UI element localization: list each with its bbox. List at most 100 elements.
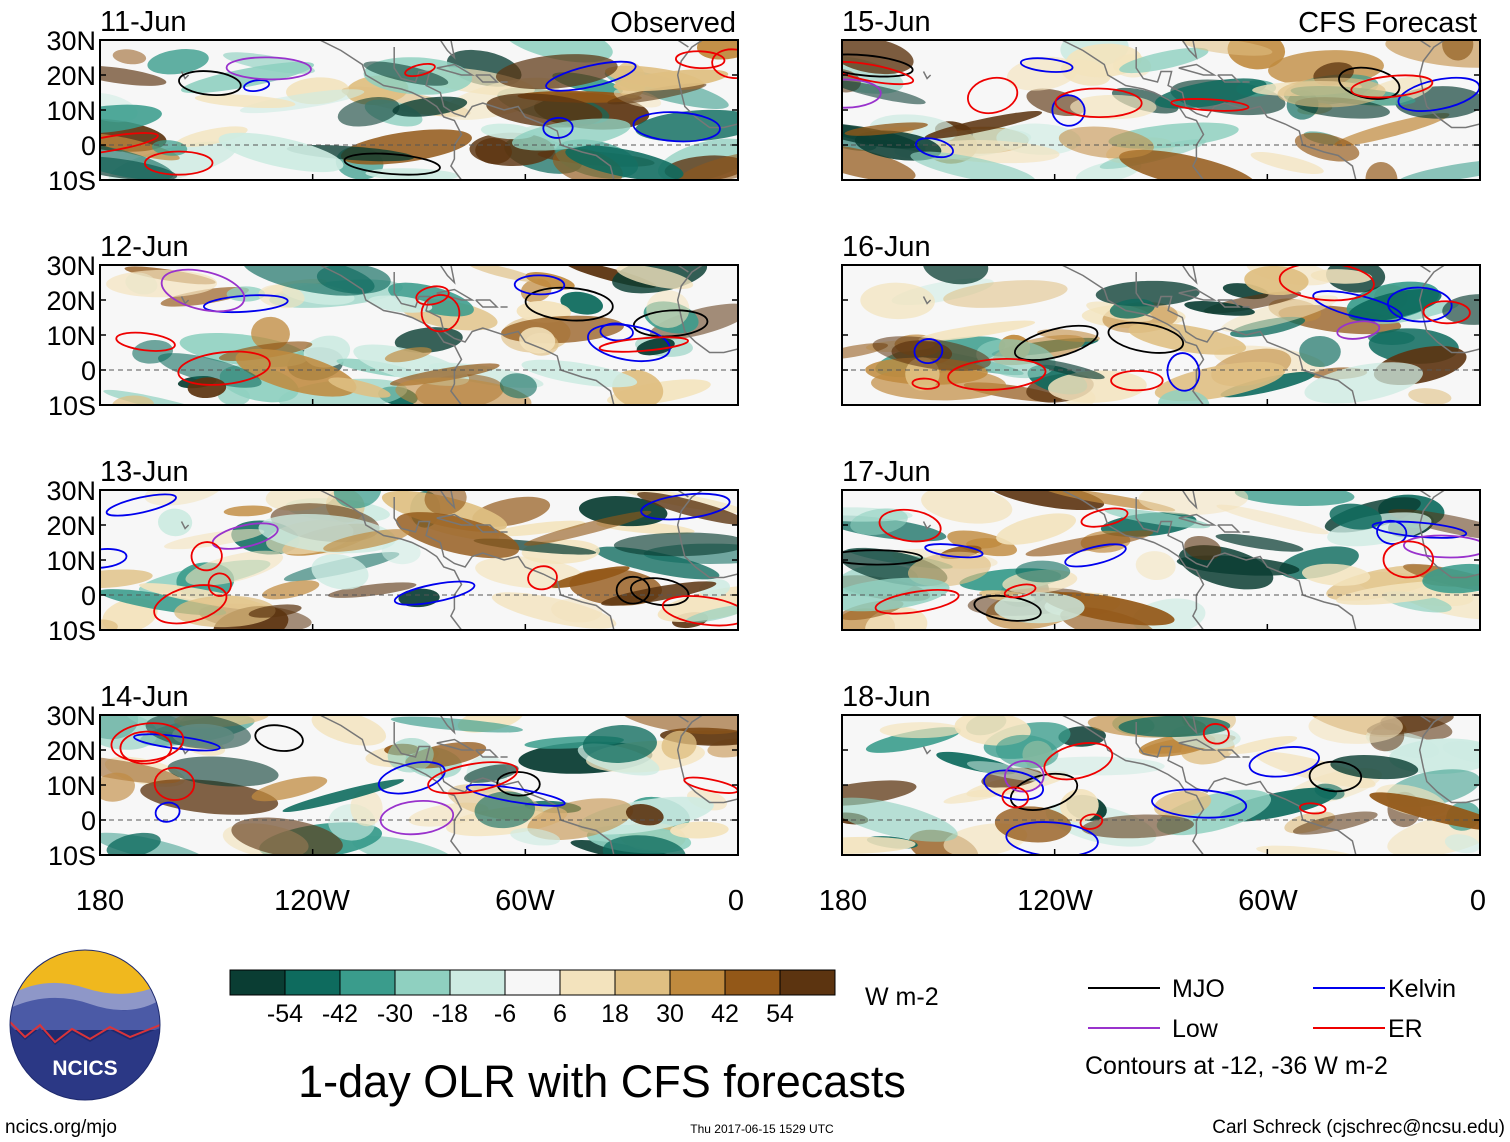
forecast-label: CFS Forecast (1298, 7, 1477, 39)
olr-anomaly (696, 40, 738, 60)
coastline (1181, 40, 1198, 60)
lon-tick-0: 0 (1470, 885, 1486, 917)
olr-anomaly (842, 797, 958, 842)
olr-anomaly (248, 604, 302, 618)
olr-anomaly (147, 49, 209, 75)
colorbar: -54 -42 -30 -18 -6 6 18 30 42 54 (229, 969, 836, 1028)
olr-anomaly (1310, 269, 1373, 284)
coastline (1418, 40, 1480, 129)
coastline (319, 490, 463, 630)
olr-anomaly (100, 756, 181, 784)
er-contour (153, 584, 228, 625)
lon-axis-left: 180 120W 60W 0 (76, 885, 744, 917)
panel-date: 14-Jun (100, 681, 189, 713)
colorbar-tick-label: 6 (553, 1000, 567, 1028)
er-contour (1080, 507, 1129, 528)
lat-tick-label: 30N (46, 701, 96, 731)
timestamp: Thu 2017-06-15 1529 UTC (690, 1122, 834, 1136)
coastline (180, 296, 190, 305)
panel-date: 17-Jun (842, 456, 931, 488)
olr-anomaly (1308, 715, 1403, 744)
er-contour (661, 595, 738, 627)
kelvin-contour (913, 338, 944, 365)
olr-anomaly (1385, 40, 1480, 68)
coastline (1178, 288, 1217, 301)
olr-anomaly (1119, 47, 1209, 74)
kelvin-contour (1387, 286, 1453, 323)
website-link[interactable]: ncics.org/mjo (5, 1117, 117, 1138)
coastline (676, 490, 738, 579)
kelvin-contour (393, 580, 476, 606)
kelvin-contour (587, 323, 671, 363)
colorbar-tick-label: -54 (267, 1000, 303, 1028)
kelvin-contour (632, 111, 721, 143)
coastline (475, 749, 499, 758)
olr-anomaly (316, 265, 391, 294)
kelvin-contour (1166, 352, 1201, 392)
map-panel: 17-Jun (841, 456, 1481, 631)
colorbar-swatch (504, 969, 561, 996)
er-contour (1110, 369, 1164, 392)
er-contour (144, 150, 214, 176)
olr-anomaly (519, 327, 556, 354)
olr-anomaly (1334, 113, 1450, 147)
olr-anomaly (1095, 280, 1200, 307)
colorbar-tick-label: -42 (322, 1000, 358, 1028)
figure-title: 1-day OLR with CFS forecasts (298, 1056, 906, 1107)
lat-tick-label: 30N (46, 26, 96, 56)
kelvin-contour (513, 274, 566, 296)
olr-anomaly (499, 373, 537, 399)
olr-anomaly (1176, 555, 1300, 576)
olr-anomaly (635, 109, 738, 142)
logo-text: NCICS (52, 1057, 117, 1080)
colorbar-swatch (284, 969, 341, 996)
olr-anomaly (879, 722, 962, 739)
olr-anomaly (502, 40, 613, 63)
coastline (1178, 63, 1217, 76)
er-contour (1170, 98, 1250, 112)
olr-anomaly (158, 508, 193, 537)
coastline (439, 40, 456, 60)
olr-anomaly (607, 83, 707, 105)
colorbar-tick-label: 54 (766, 1000, 794, 1028)
mjo-contour (178, 70, 242, 96)
lon-tick-120w: 120W (274, 885, 350, 917)
mjo-contour (842, 53, 914, 78)
low-contour (225, 56, 312, 81)
olr-anomaly (1329, 503, 1382, 530)
map-panel: 16-Jun (841, 231, 1481, 406)
coastline (676, 715, 738, 804)
olr-anomaly (194, 94, 296, 109)
olr-anomaly (842, 577, 950, 612)
olr-anomaly (670, 821, 729, 839)
kelvin-contour (1312, 290, 1403, 323)
olr-anomaly (1070, 94, 1157, 120)
olr-anomaly (395, 377, 532, 405)
coastline (1419, 265, 1431, 273)
panel-date: 18-Jun (842, 681, 931, 713)
olr-anomaly (907, 551, 991, 587)
olr-anomaly (100, 143, 174, 180)
coastline (436, 513, 475, 526)
olr-anomaly (226, 286, 265, 302)
contour-note: Contours at -12, -36 W m-2 (1085, 1052, 1388, 1080)
coastline (1135, 497, 1357, 630)
olr-anomaly (1058, 126, 1154, 159)
er-contour (1382, 540, 1434, 579)
olr-anomaly (1442, 294, 1480, 325)
er-contour (1202, 723, 1230, 745)
olr-anomaly (235, 348, 357, 397)
observed-label: Observed (610, 7, 736, 39)
olr-anomaly (251, 316, 290, 351)
er-contour (967, 76, 1019, 115)
lat-tick-label: 10S (48, 616, 96, 646)
olr-anomaly (223, 52, 315, 74)
olr-anomaly (1294, 132, 1360, 162)
colorbar-swatch (614, 969, 671, 996)
kelvin-contour (1248, 746, 1320, 778)
olr-anomaly (100, 65, 167, 86)
coastline (319, 265, 463, 405)
olr-anomaly (613, 69, 729, 92)
lat-tick-label: 10S (48, 391, 96, 421)
